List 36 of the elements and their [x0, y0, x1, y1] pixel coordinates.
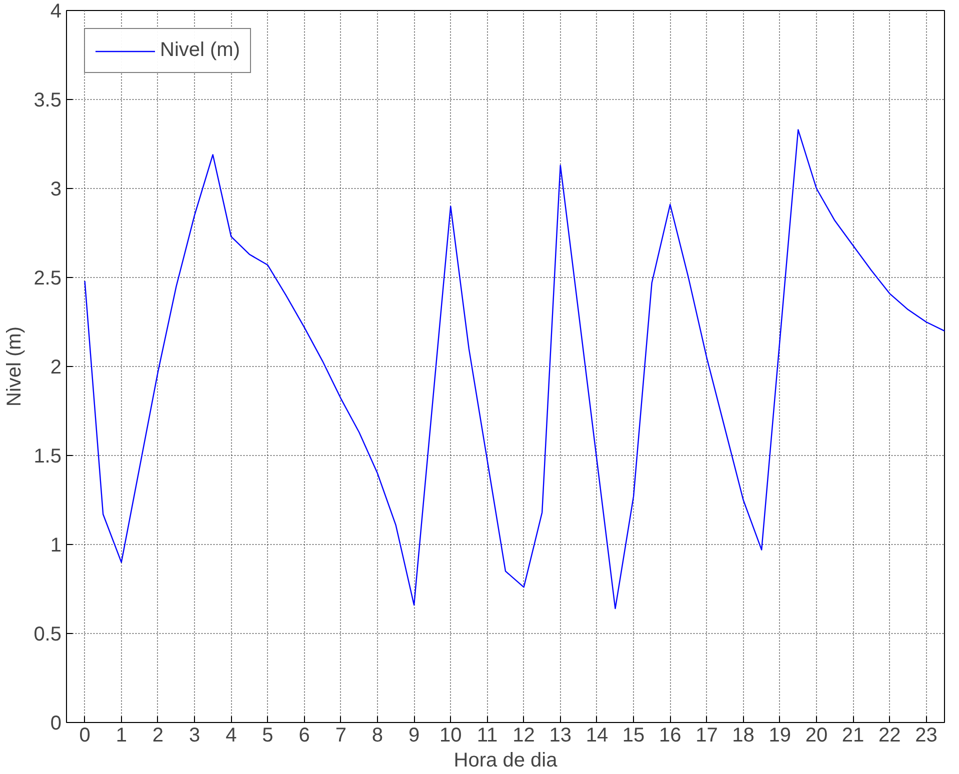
- x-tick-label: 5: [262, 724, 274, 746]
- x-tick-label: 15: [622, 724, 645, 746]
- x-tick-label: 13: [549, 724, 572, 746]
- x-tick-label: 6: [298, 724, 310, 746]
- line-series: [84, 129, 944, 610]
- y-tick-label: 4: [50, 0, 62, 22]
- x-tick-label: 1: [116, 724, 127, 746]
- x-tick-label: 11: [476, 724, 498, 746]
- y-axis-title: Nivel (m): [4, 326, 26, 406]
- x-tick-label: 23: [915, 724, 938, 746]
- x-tick-label: 10: [440, 724, 462, 746]
- x-tick-label: 8: [372, 724, 384, 746]
- x-tick-label: 21: [842, 724, 864, 746]
- y-tick-label: 0.5: [34, 624, 62, 646]
- y-tick-label: 1: [50, 534, 62, 556]
- x-tick-label: 3: [188, 724, 200, 746]
- x-tick-label: 14: [586, 724, 608, 746]
- y-tick-label: 1.5: [34, 446, 62, 468]
- x-tick-label: 2: [152, 724, 164, 746]
- x-tick-label: 20: [805, 724, 828, 746]
- x-tick-label: 9: [408, 724, 420, 746]
- legend-label: Nivel (m): [160, 39, 240, 62]
- y-tick-label: 2.5: [34, 268, 62, 290]
- x-tick-label: 19: [768, 724, 791, 746]
- y-tick-label: 3.5: [34, 90, 62, 112]
- x-tick-label: 22: [878, 724, 901, 746]
- x-axis-title: Hora de dia: [454, 750, 558, 772]
- x-tick-label: 12: [512, 724, 535, 746]
- x-tick-label: 4: [226, 724, 237, 746]
- x-tick-label: 0: [79, 724, 90, 746]
- x-tick-label: 17: [696, 724, 718, 746]
- y-tick-label: 2: [50, 356, 62, 378]
- x-tick-label: 18: [732, 724, 754, 746]
- y-tick-label: 3: [50, 178, 62, 200]
- x-tick-label: 16: [659, 724, 682, 746]
- x-tick-label: 7: [335, 724, 346, 746]
